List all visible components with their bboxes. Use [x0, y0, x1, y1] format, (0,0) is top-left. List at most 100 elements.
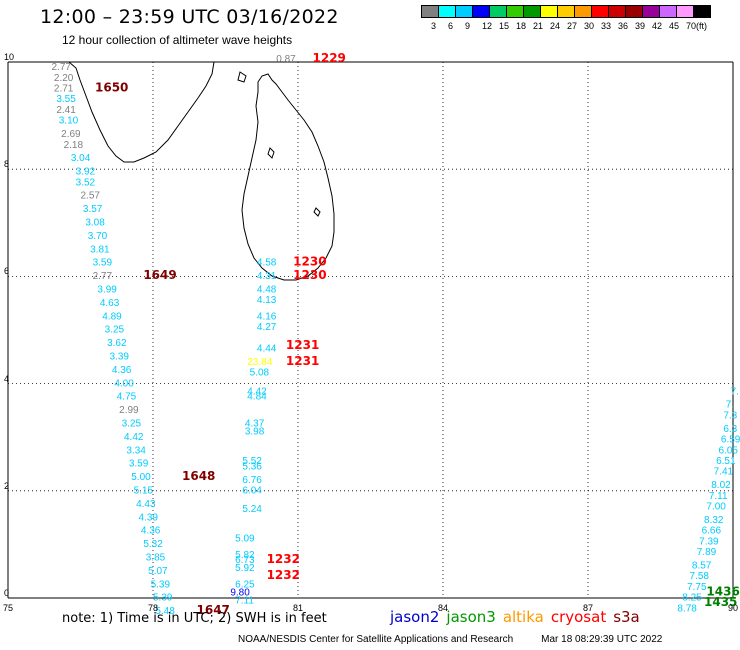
x-tick-label: 84 — [438, 603, 449, 613]
swh-value: 5.15 — [134, 485, 154, 496]
swh-value: 4.48 — [257, 284, 277, 295]
swh-value: 2.57 — [81, 191, 101, 202]
satellite-s3a: s3a — [613, 608, 640, 626]
legend-label: 12 — [482, 21, 493, 31]
swh-value: 4.63 — [100, 298, 120, 309]
x-tick-label: 90 — [728, 603, 739, 613]
swh-value: 4.00 — [114, 378, 134, 389]
swh-value: 7.58 — [690, 571, 710, 582]
swh-value: 4.13 — [257, 295, 277, 306]
swh-value: 2.77 — [93, 271, 113, 282]
swh-value: 3.59 — [93, 258, 113, 269]
swh-value: 4.16 — [257, 311, 277, 322]
legend-label: 39 — [635, 21, 646, 31]
swh-value: 3.39 — [110, 351, 130, 362]
swh-value: 7. — [731, 386, 739, 397]
legend-label: 27 — [567, 21, 578, 31]
pass-time-label: 1647 — [197, 603, 230, 617]
swh-value: 4.84 — [247, 392, 267, 403]
swh-value: 3.85 — [146, 552, 166, 563]
swh-value: 5.07 — [148, 566, 168, 577]
swh-value: 4.42 — [247, 386, 267, 397]
swh-value: 3.04 — [71, 153, 91, 164]
swh-value: 2.18 — [64, 140, 84, 151]
legend-label: 24 — [550, 21, 561, 31]
swh-value: 5.48 — [155, 606, 175, 617]
swh-value: 4.37 — [245, 418, 265, 429]
legend-label: 45 — [669, 21, 680, 31]
y-tick-label: 6 — [4, 266, 10, 277]
swh-value: 4.42 — [124, 432, 144, 443]
pass-time-label: 1435 — [704, 595, 737, 609]
chart-title: 12:00 – 23:59 UTC 03/16/2022 — [40, 6, 339, 28]
swh-value: 8.02 — [711, 480, 731, 491]
pass-time-label: 1230 — [293, 268, 326, 282]
swh-value: 5.00 — [131, 472, 151, 483]
swh-value: 4.27 — [257, 322, 277, 333]
swh-value: 4.39 — [139, 512, 159, 523]
y-tick-label: 10 — [4, 52, 15, 62]
pass-time-label: 1648 — [182, 469, 215, 483]
swh-value: 5.52 — [242, 456, 262, 467]
y-tick-label: 8 — [4, 159, 10, 170]
x-tick-label: 75 — [3, 603, 14, 613]
legend-label: 6 — [448, 21, 454, 31]
swh-value: 3.52 — [76, 177, 96, 188]
y-tick-label: 4 — [4, 373, 10, 384]
satellite-legend: jason2 jason3 altika cryosat s3a — [390, 608, 647, 626]
island-small-2 — [267, 147, 275, 159]
pass-time-label: 1230 — [293, 255, 326, 269]
swh-value: 4.44 — [257, 343, 277, 354]
swh-value: 7.11 — [235, 595, 254, 606]
swh-value: 8.57 — [692, 561, 712, 572]
swh-value: 5.82 — [235, 550, 255, 561]
swh-value: 7. — [726, 400, 734, 411]
swh-value: 2.69 — [61, 129, 81, 140]
swh-value: 6.05 — [719, 445, 739, 456]
credit-org: NOAA/NESDIS Center for Satellite Applica… — [238, 634, 514, 645]
swh-value: 7.41 — [714, 467, 734, 478]
satellite-altika: altika — [502, 608, 544, 626]
swh-value: 5.08 — [250, 368, 270, 379]
swh-value: 7.89 — [697, 547, 717, 558]
pass-time-label: 1231 — [286, 338, 319, 352]
swh-value: 8.25 — [682, 593, 702, 604]
pass-time-label: 1231 — [286, 354, 319, 368]
swh-value: 7.00 — [706, 502, 726, 513]
swh-value: 7.39 — [699, 536, 719, 547]
swh-value: 3.70 — [88, 231, 108, 242]
swh-value: 3.10 — [59, 116, 79, 127]
swh-value: 3.62 — [107, 338, 127, 349]
swh-value: 4.89 — [102, 311, 122, 322]
swh-value: 6.25 — [235, 579, 255, 590]
swh-value: 23.84 — [247, 357, 272, 368]
swh-value: 3.59 — [129, 459, 149, 470]
swh-value: 4.75 — [117, 392, 137, 403]
swh-value: 3.34 — [126, 445, 146, 456]
swh-value: 6.73 — [235, 555, 255, 566]
swh-value: 5.39 — [151, 579, 171, 590]
swh-value: 5.32 — [143, 539, 163, 550]
x-tick-label: 78 — [148, 603, 159, 613]
swh-value: 9.80 — [230, 587, 250, 598]
swh-value: 6.51 — [716, 456, 736, 467]
swh-values: 2.772.202.713.552.413.102.692.183.043.92… — [52, 54, 740, 617]
swh-value: 2.77 — [52, 62, 72, 73]
swh-value: 0.87 — [276, 54, 296, 65]
swh-value: 5.24 — [242, 504, 262, 515]
swh-value: 3.81 — [90, 244, 110, 255]
legend-label: 30 — [584, 21, 595, 31]
pass-time-label: 1436 — [706, 584, 739, 598]
swh-value: 6.66 — [702, 526, 722, 537]
pass-time-label: 1650 — [95, 80, 128, 94]
swh-value: 6.04 — [242, 485, 262, 496]
pass-time-label: 1649 — [143, 268, 176, 282]
legend-swatch-16 — [693, 5, 711, 18]
swh-value: 2.71 — [54, 83, 74, 94]
swh-value: 6.3 — [723, 424, 737, 435]
swh-value: 3.57 — [83, 204, 103, 215]
legend-label: 36 — [618, 21, 629, 31]
chart-subtitle: 12 hour collection of altimeter wave hei… — [62, 33, 293, 47]
swh-value: 7.75 — [687, 582, 707, 593]
